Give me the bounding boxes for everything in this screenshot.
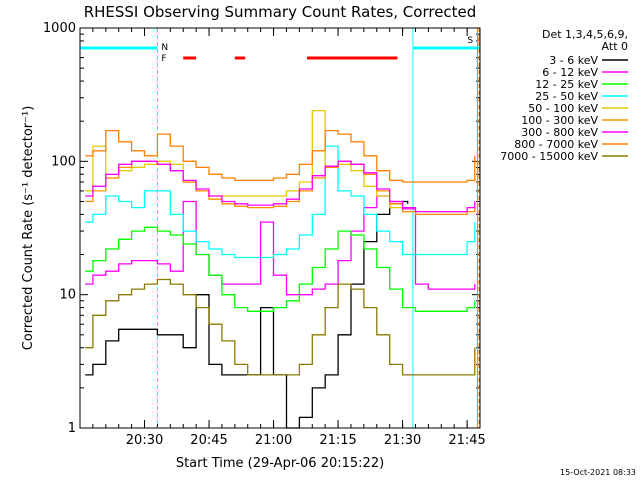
y-tick-label: 10: [59, 288, 76, 303]
y-tick-label: 1000: [43, 21, 76, 36]
legend-entry-label: 800 - 7000 keV: [514, 138, 598, 151]
y-tick-labels: 1 10 100 1000: [43, 21, 76, 436]
series-line-6: [85, 160, 476, 216]
series-line-8: [85, 129, 476, 183]
y-tick-label: 100: [51, 154, 76, 169]
legend-entry-label: 3 - 6 keV: [549, 54, 598, 67]
x-tick-label: 21:45: [448, 433, 485, 448]
series-line-9: [85, 278, 476, 376]
timestamp: 15-Oct-2021 08:33: [560, 468, 636, 477]
saa-flag-label: S: [467, 36, 473, 46]
night-flag-label: N: [161, 43, 168, 53]
x-tick-label: 21:00: [255, 433, 292, 448]
axis-ticks: [79, 27, 481, 429]
x-tick-label: 21:30: [384, 433, 421, 448]
legend-entry-label: 50 - 100 keV: [528, 102, 598, 115]
x-tick-label: 21:15: [319, 433, 356, 448]
flag-indicators: NF S: [79, 28, 481, 428]
y-axis-label: Corrected Count Rate (s⁻¹ detector⁻¹): [21, 106, 36, 351]
legend-entry-label: 100 - 300 keV: [521, 114, 598, 127]
legend-entry-label: 25 - 50 keV: [535, 90, 598, 103]
series-line-1: [85, 200, 409, 429]
plot-area: 1 10 100 1000 20:30 20:45 21:00 21:15 21:30 21:4…: [43, 21, 486, 448]
series-line-4: [85, 145, 476, 259]
legend-entry-label: 12 - 25 keV: [535, 78, 598, 91]
legend-entry-label: 6 - 12 keV: [542, 66, 598, 79]
x-tick-labels: 20:30 20:45 21:00 21:15 21:30 21:45: [126, 433, 486, 448]
series-line-3: [85, 226, 476, 312]
y-tick-label: 1: [68, 421, 76, 436]
plot-frame: [79, 27, 481, 429]
legend-entry-label: 300 - 800 keV: [521, 126, 598, 139]
flare-flag-label: F: [161, 54, 166, 64]
x-axis-label: Start Time (29-Apr-06 20:15:22): [176, 456, 384, 471]
chart-title: RHESSI Observing Summary Count Rates, Co…: [84, 3, 477, 21]
series-line-7: [85, 160, 476, 213]
legend-header: Det 1,3,4,5,6,9,: [542, 28, 628, 41]
legend-entry-label: 7000 - 15000 keV: [500, 150, 598, 163]
x-tick-label: 20:45: [190, 433, 227, 448]
legend-header: Att 0: [602, 40, 628, 53]
series-lines: [85, 109, 476, 429]
series-line-2: [85, 195, 476, 296]
x-tick-label: 20:30: [126, 433, 163, 448]
